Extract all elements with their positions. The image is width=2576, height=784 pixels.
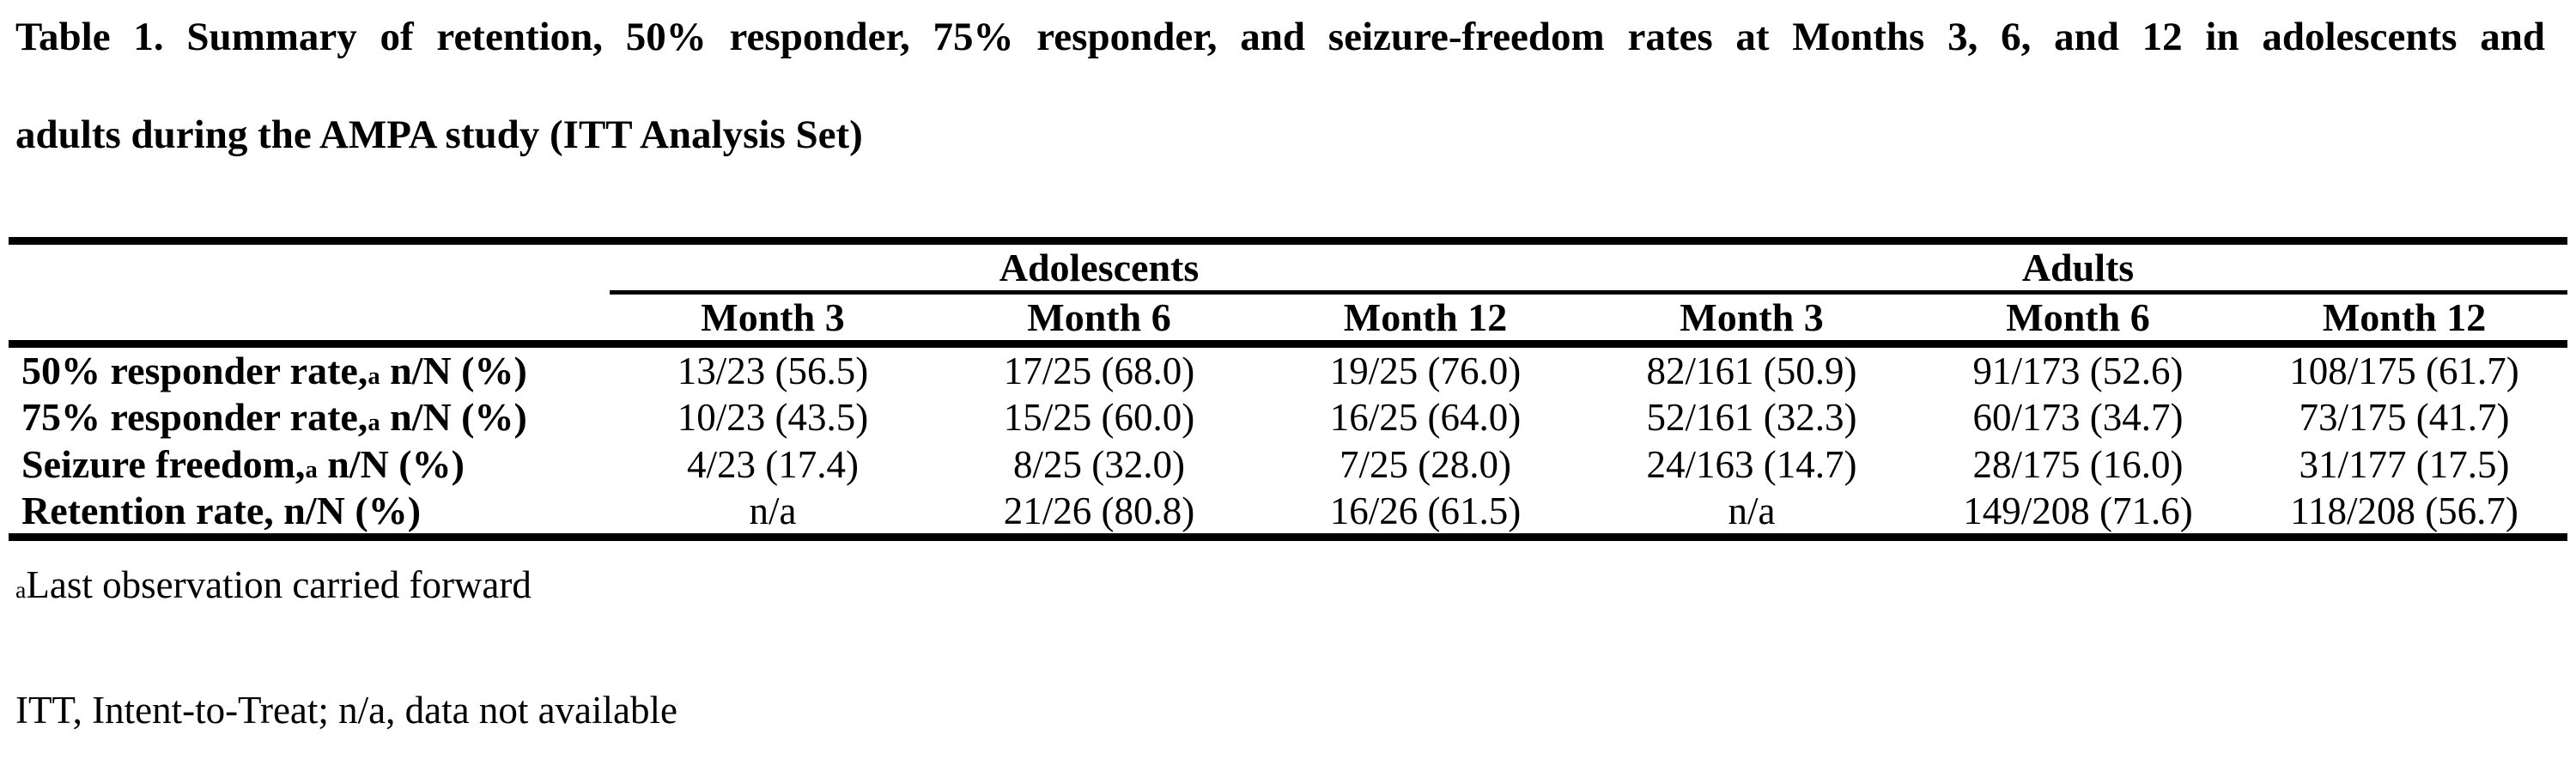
data-cell: 28/175 (16.0) bbox=[1972, 442, 2184, 486]
data-cell: 118/208 (56.7) bbox=[2290, 489, 2518, 532]
data-cell: 82/161 (50.9) bbox=[1646, 349, 1857, 392]
footnote-marker: a bbox=[15, 577, 27, 604]
month-header-cell: Month 3 bbox=[610, 292, 936, 348]
row-label: 75% responder rate,a n/N (%) bbox=[9, 393, 610, 441]
footnote-marker: a bbox=[368, 410, 380, 436]
row-label-text: 50% responder rate, bbox=[21, 349, 368, 392]
data-cell: 13/23 (56.5) bbox=[677, 349, 869, 392]
row-label-suffix: n/N (%) bbox=[317, 442, 465, 486]
group-header-row: Adolescents Adults bbox=[9, 240, 2568, 295]
footnote-abbreviations: ITT, Intent-to-Treat; n/a, data not avai… bbox=[15, 685, 677, 735]
row-label: 50% responder rate,a n/N (%) bbox=[9, 344, 610, 394]
table-row-retention-rate: Retention rate, n/N (%) n/a 21/26 (80.8)… bbox=[9, 488, 2567, 538]
table-row-75pct-responder: 75% responder rate,a n/N (%) 10/23 (43.5… bbox=[9, 393, 2567, 441]
data-cell: 73/175 (41.7) bbox=[2299, 395, 2510, 439]
table-row-50pct-responder: 50% responder rate,a n/N (%) 13/23 (56.5… bbox=[9, 344, 2567, 394]
row-label: Seizure freedom,a n/N (%) bbox=[9, 441, 610, 488]
data-cell: 31/177 (17.5) bbox=[2299, 442, 2510, 486]
data-cell: 16/25 (64.0) bbox=[1329, 395, 1522, 439]
data-cell: 60/173 (34.7) bbox=[1972, 395, 2184, 439]
corner-cell bbox=[9, 241, 610, 293]
data-cell: 52/161 (32.3) bbox=[1646, 395, 1857, 439]
footnote-text: ITT, Intent-to-Treat; n/a, data not avai… bbox=[15, 689, 677, 732]
row-label-suffix: n/N (%) bbox=[380, 395, 527, 439]
month-header-cell: Month 12 bbox=[1262, 292, 1589, 348]
row-label-text: Seizure freedom, bbox=[21, 442, 306, 486]
footnote-locf: aLast observation carried forward bbox=[15, 560, 532, 610]
month-header-row: Month 3 Month 6 Month 12 Month 3 Month 6… bbox=[9, 292, 2568, 348]
table-title-line-1: Table 1. Summary of retention, 50% respo… bbox=[15, 15, 2545, 59]
data-cell: 149/208 (71.6) bbox=[1963, 489, 2193, 532]
data-cell: n/a bbox=[749, 489, 797, 532]
month-header-cell: Month 3 bbox=[1589, 292, 1915, 348]
row-label-text: Retention rate, n/N (%) bbox=[21, 489, 422, 532]
footnote-text: Last observation carried forward bbox=[26, 563, 532, 606]
month-header-cell: Month 12 bbox=[2241, 292, 2568, 348]
row-label: Retention rate, n/N (%) bbox=[9, 488, 610, 538]
data-cell: 10/23 (43.5) bbox=[677, 395, 869, 439]
data-cell: 24/163 (14.7) bbox=[1646, 442, 1857, 486]
row-label-text: 75% responder rate, bbox=[21, 395, 368, 439]
data-cell: 108/175 (61.7) bbox=[2289, 349, 2519, 392]
data-cell: 17/25 (68.0) bbox=[1003, 349, 1195, 392]
group-header-adults: Adults bbox=[1589, 240, 2568, 295]
data-cell: 7/25 (28.0) bbox=[1340, 442, 1511, 486]
footnote-marker: a bbox=[368, 363, 380, 390]
table-title-line-2: adults during the AMPA study (ITT Analys… bbox=[15, 112, 863, 157]
summary-table: Adolescents Adults Month 3 Month 6 Month… bbox=[9, 237, 2568, 541]
month-header-cell: Month 6 bbox=[1915, 292, 2241, 348]
table-row-seizure-freedom: Seizure freedom,a n/N (%) 4/23 (17.4) 8/… bbox=[9, 441, 2567, 488]
summary-table-grid: Adolescents Adults Month 3 Month 6 Month… bbox=[9, 237, 2568, 541]
data-cell: n/a bbox=[1728, 489, 1776, 532]
data-cell: 21/26 (80.8) bbox=[1003, 489, 1195, 532]
data-cell: 19/25 (76.0) bbox=[1329, 349, 1522, 392]
footnote-marker: a bbox=[305, 457, 318, 483]
row-label-suffix: n/N (%) bbox=[380, 349, 527, 392]
data-cell: 16/26 (61.5) bbox=[1329, 489, 1522, 532]
data-cell: 91/173 (52.6) bbox=[1972, 349, 2184, 392]
group-header-adolescents: Adolescents bbox=[610, 240, 1589, 295]
data-cell: 15/25 (60.0) bbox=[1003, 395, 1195, 439]
corner-cell bbox=[9, 292, 610, 348]
month-header-cell: Month 6 bbox=[936, 292, 1262, 348]
data-cell: 8/25 (32.0) bbox=[1013, 442, 1185, 486]
data-cell: 4/23 (17.4) bbox=[687, 442, 859, 486]
